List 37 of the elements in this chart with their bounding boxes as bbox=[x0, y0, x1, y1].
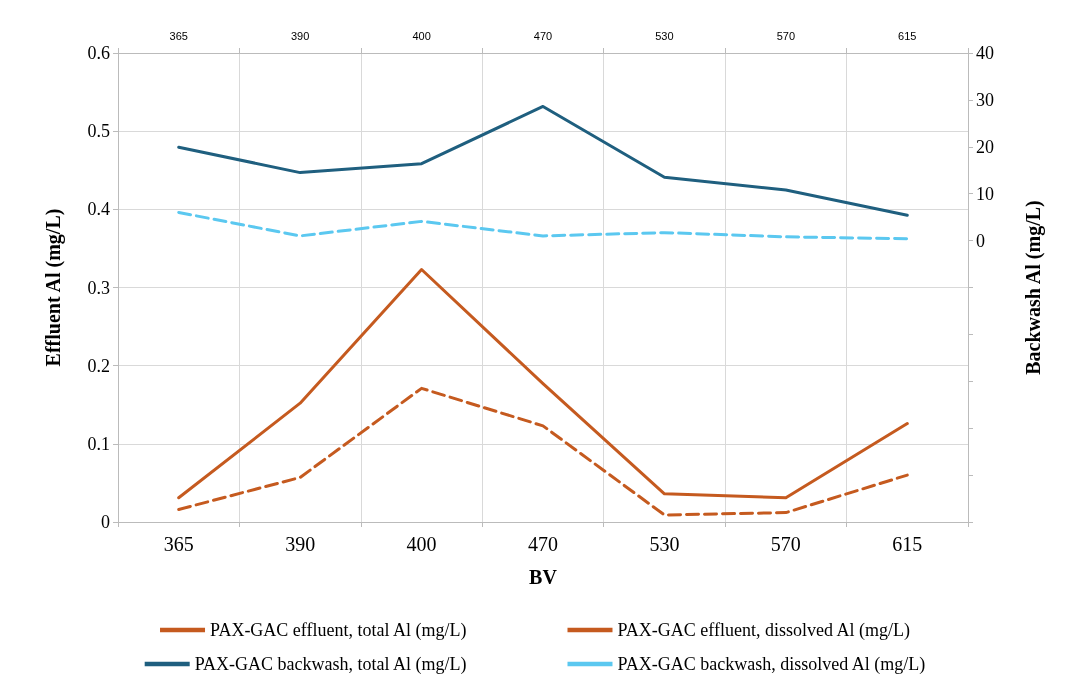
category-label: 530 bbox=[655, 29, 674, 42]
y-tick-label: 0.4 bbox=[87, 199, 110, 220]
y-tick-label: 0.3 bbox=[87, 277, 110, 298]
line-series bbox=[177, 104, 909, 217]
y-tick-label: 0.2 bbox=[87, 355, 110, 376]
legend-label: PAX-GAC backwash, dissolved Al (mg/L) bbox=[617, 654, 926, 675]
category-label: 365 bbox=[169, 29, 188, 42]
x-tick-label: 390 bbox=[285, 533, 316, 555]
y-tick-label: 0 bbox=[101, 512, 110, 532]
line-series bbox=[177, 210, 909, 241]
y-tick-label: 0.5 bbox=[87, 121, 110, 142]
legend-label: PAX-GAC effluent, total Al (mg/L) bbox=[210, 620, 467, 641]
x-tick-label: 570 bbox=[770, 533, 801, 555]
category-label: 390 bbox=[290, 29, 310, 42]
y2-tick-label: 30 bbox=[976, 89, 994, 110]
y2-tick-label: 20 bbox=[976, 136, 994, 157]
category-label: 400 bbox=[412, 29, 431, 42]
x-tick-label: 365 bbox=[163, 533, 194, 555]
x-tick-label: 470 bbox=[528, 533, 558, 555]
y2-tick-label: 0 bbox=[976, 230, 985, 251]
category-label: 570 bbox=[776, 29, 796, 42]
y-tick-label: 0.6 bbox=[87, 43, 110, 63]
x-tick-label: 530 bbox=[649, 533, 680, 555]
line-series bbox=[177, 268, 909, 500]
y2-axis-title: Backwash Al (mg/L) bbox=[1022, 200, 1045, 375]
category-label: 615 bbox=[898, 29, 917, 42]
y2-tick-label: 10 bbox=[976, 183, 994, 204]
y-axis-title: Effluent Al (mg/L) bbox=[42, 208, 65, 367]
legend-label: PAX-GAC effluent, dissolved Al (mg/L) bbox=[617, 620, 910, 641]
y2-tick-label: 40 bbox=[976, 43, 994, 63]
legend-label: PAX-GAC backwash, total Al (mg/L) bbox=[194, 654, 467, 675]
category-label: 470 bbox=[533, 29, 553, 42]
x-axis-title: BV bbox=[529, 566, 558, 588]
x-tick-label: 400 bbox=[406, 533, 437, 555]
line-series bbox=[177, 386, 909, 517]
x-tick-label: 615 bbox=[892, 533, 923, 555]
y-tick-label: 0.1 bbox=[87, 433, 110, 454]
